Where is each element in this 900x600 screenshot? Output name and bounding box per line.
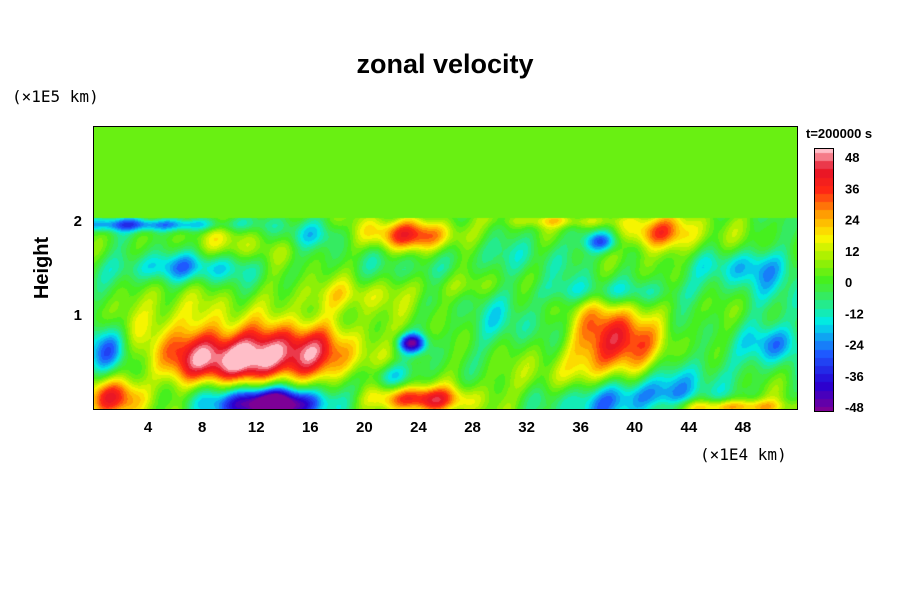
colorbar-ticks: 48 36 24 12 0 -12 -24 -36 -48 xyxy=(845,150,865,415)
colorbar xyxy=(815,149,833,411)
colorbar-time-label: t=200000 s xyxy=(806,126,872,141)
x-tick-label: 24 xyxy=(410,419,427,436)
x-tick-label: 40 xyxy=(626,419,643,436)
colorbar-frame xyxy=(814,148,834,412)
x-tick-label: 36 xyxy=(572,419,589,436)
x-axis-unit: (×1E4 km) xyxy=(700,445,787,464)
x-tick-label: 4 xyxy=(144,419,153,436)
x-tick-label: 32 xyxy=(518,419,535,436)
x-tick-label: 16 xyxy=(302,419,319,436)
colorbar-tick-label: 24 xyxy=(845,213,860,228)
y-tick-label: 2 xyxy=(74,213,82,230)
y-axis-label: Height xyxy=(31,237,53,300)
x-tick-label: 12 xyxy=(248,419,265,436)
colorbar-tick-label: 12 xyxy=(845,244,859,259)
x-axis-ticks: 4 8 12 16 20 24 28 32 36 40 44 48 xyxy=(144,419,751,436)
heatmap-field xyxy=(94,127,797,409)
chart-title: zonal velocity xyxy=(356,49,533,79)
x-tick-label: 20 xyxy=(356,419,373,436)
y-axis-unit: (×1E5 km) xyxy=(12,87,99,106)
colorbar-tick-label: 36 xyxy=(845,181,859,196)
y-tick-label: 1 xyxy=(74,307,82,324)
x-tick-label: 8 xyxy=(198,419,206,436)
plot-frame xyxy=(93,126,798,410)
x-tick-label: 44 xyxy=(681,419,698,436)
colorbar-tick-label: 0 xyxy=(845,275,852,290)
colorbar-tick-label: 48 xyxy=(845,150,859,165)
colorbar-tick-label: -12 xyxy=(845,306,864,321)
x-tick-label: 48 xyxy=(735,419,752,436)
colorbar-tick-label: -24 xyxy=(845,338,865,353)
colorbar-tick-label: -48 xyxy=(845,400,864,415)
colorbar-tick-label: -36 xyxy=(845,369,864,384)
x-tick-label: 28 xyxy=(464,419,481,436)
y-axis-ticks: 12 xyxy=(74,213,82,324)
